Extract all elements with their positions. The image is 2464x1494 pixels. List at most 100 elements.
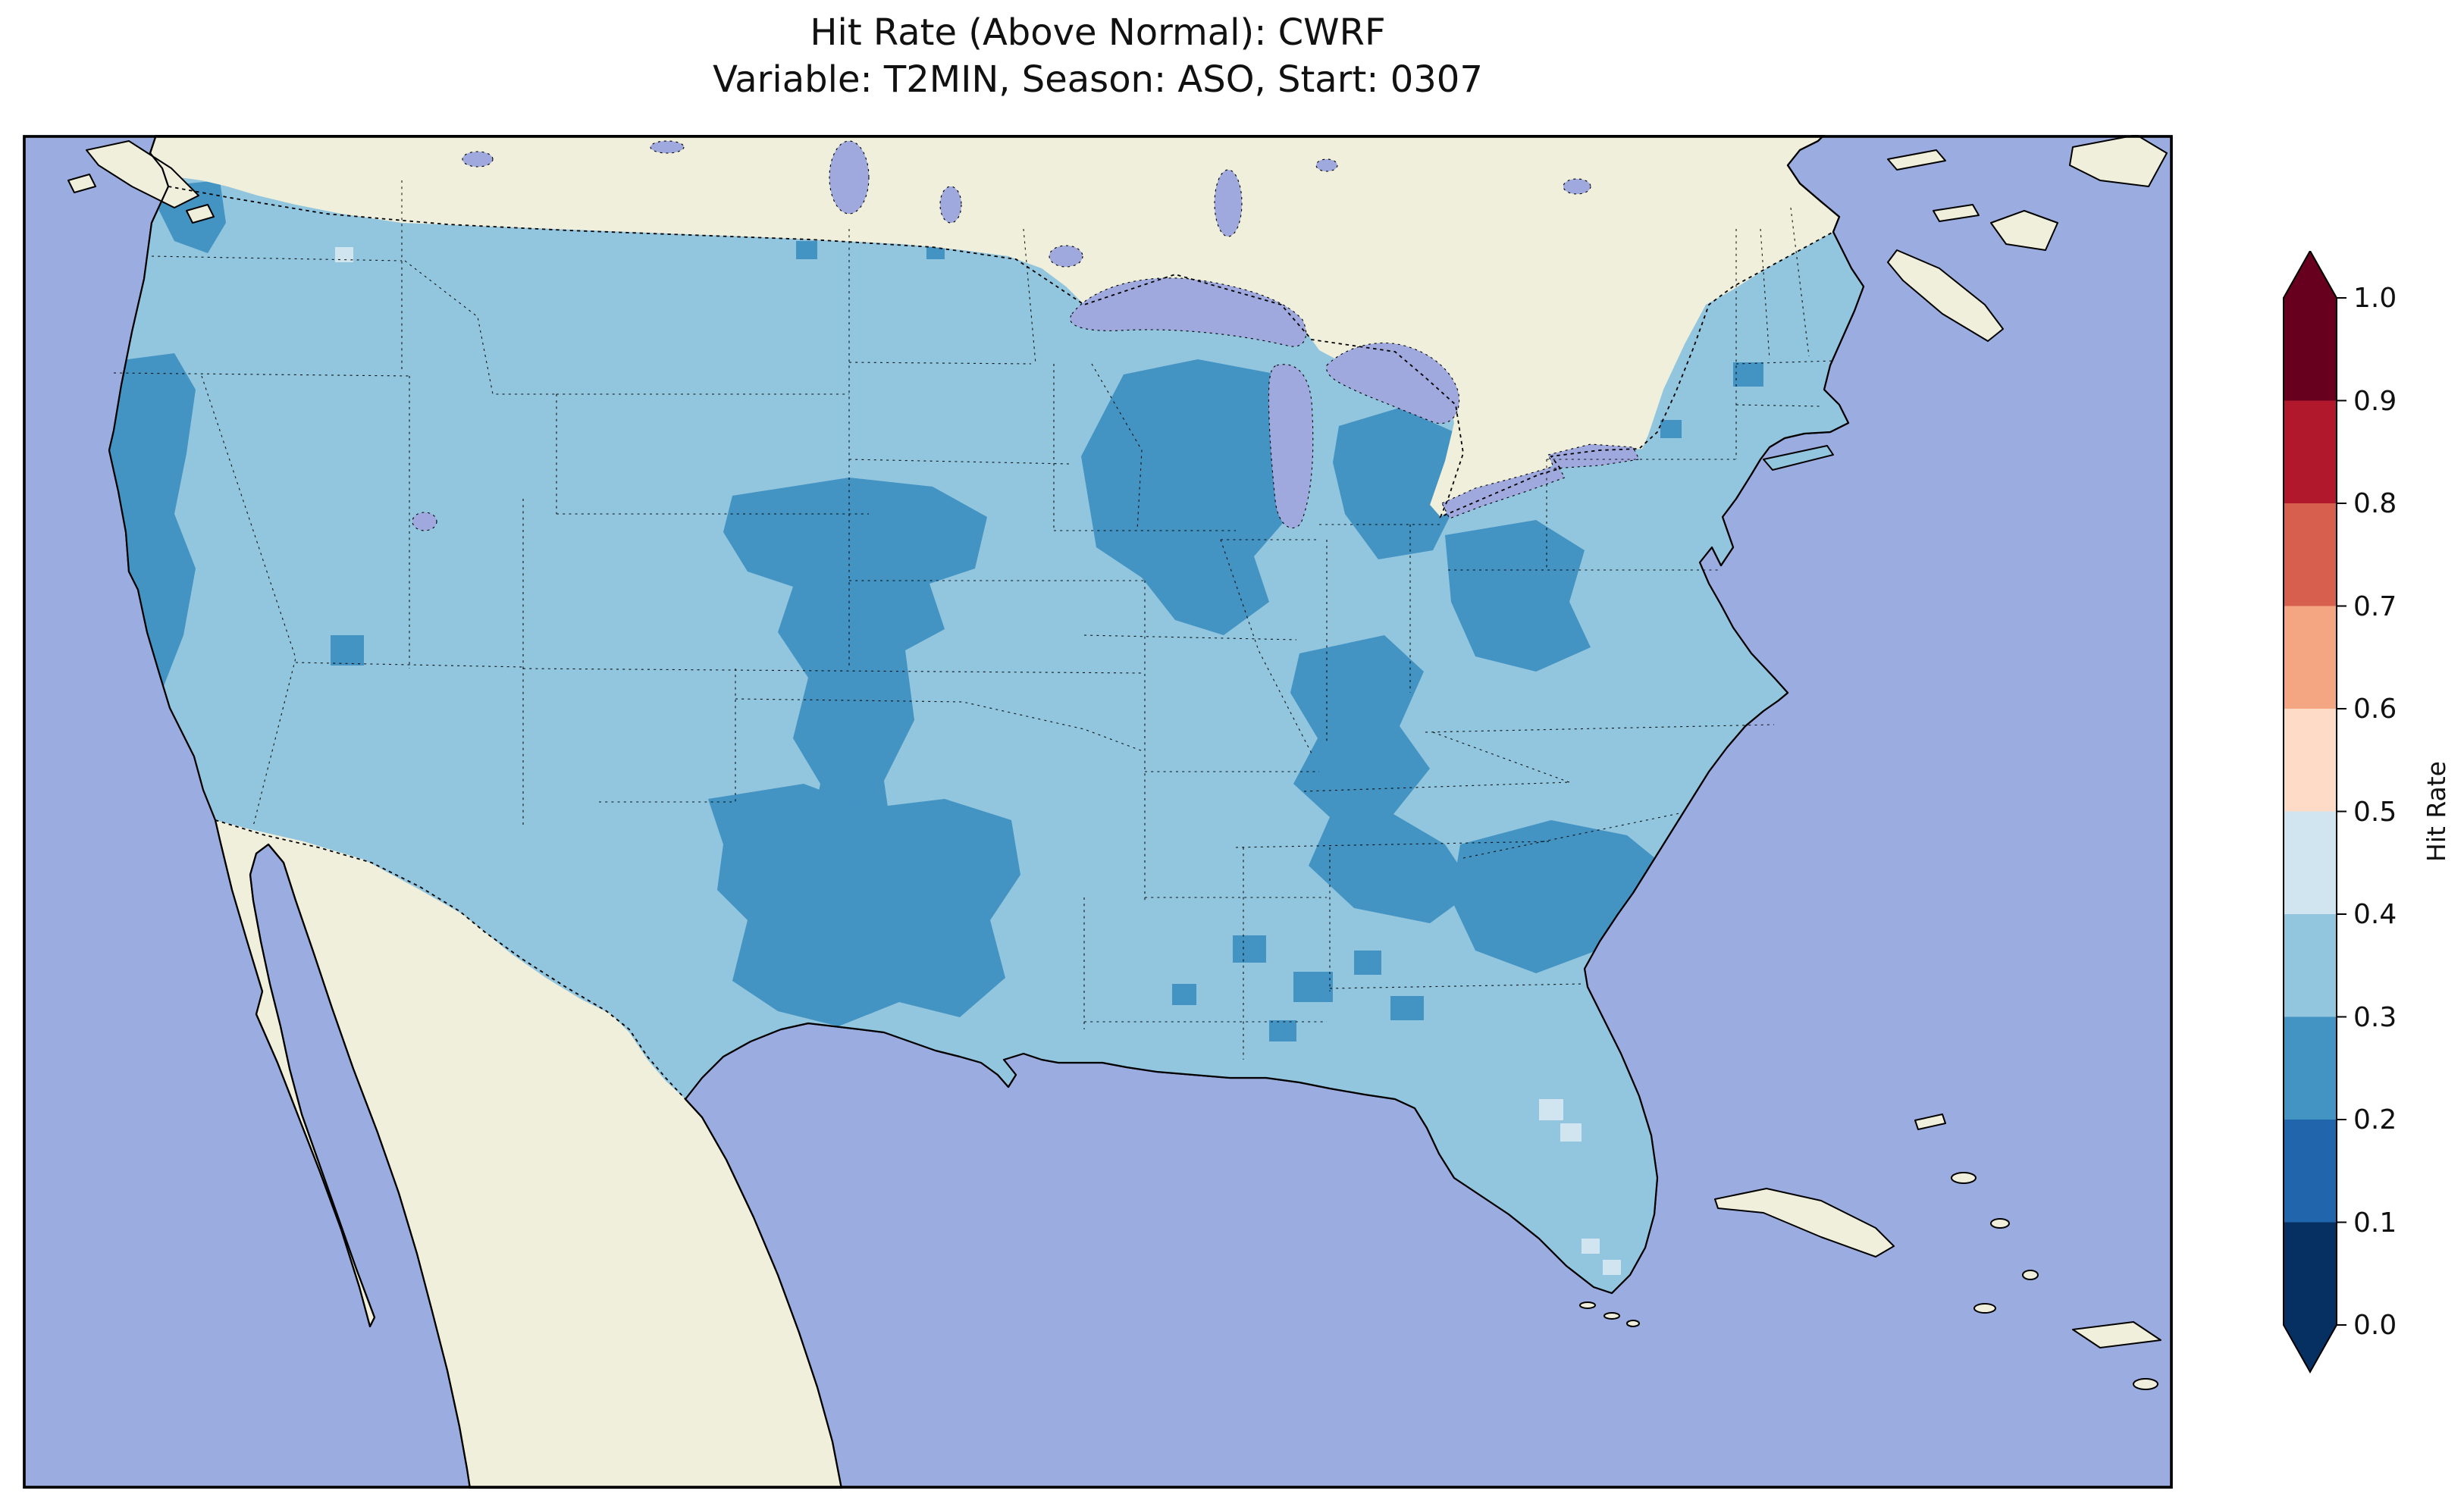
state-border-line bbox=[1220, 539, 1312, 754]
colorbar-segment bbox=[2284, 1222, 2337, 1325]
canada-lake bbox=[650, 140, 685, 154]
hit-rate-patch-georgia-cell bbox=[1390, 996, 1424, 1020]
hispaniola-island bbox=[2072, 1321, 2161, 1348]
bahamas-island bbox=[1914, 1113, 1946, 1130]
state-border-line bbox=[1790, 207, 1810, 357]
state-border-line bbox=[735, 698, 1146, 753]
canada-lake bbox=[1315, 158, 1338, 172]
colorbar-svg: 1.0 0.9 0.8 0.7 0.6 0.5 0.4 0.3 0.2 0.1 … bbox=[2283, 249, 2397, 1374]
florida-keys bbox=[1626, 1320, 1640, 1327]
long-island bbox=[1763, 445, 1834, 471]
hit-rate-patch-alabama-cell bbox=[1269, 1020, 1296, 1041]
lake-ontario bbox=[1547, 443, 1640, 469]
colorbar-segment bbox=[2284, 914, 2337, 1017]
state-border-line bbox=[522, 668, 1146, 674]
hit-rate-patch-georgia-cell bbox=[1354, 951, 1381, 975]
hit-rate-patch-wyoming-nebraska-kansas bbox=[723, 478, 987, 863]
state-border-line bbox=[1425, 724, 1775, 733]
canada-lake bbox=[462, 151, 494, 168]
lake-huron bbox=[1326, 342, 1460, 424]
colorbar-tick-label: 0.6 bbox=[2353, 694, 2397, 725]
high-hit-rate-pale-cells bbox=[335, 247, 1621, 1275]
hit-rate-patch-newyork-cell bbox=[1660, 420, 1682, 438]
colorbar-tick-label: 0.5 bbox=[2353, 797, 2397, 828]
colorbar-tick-label: 1.0 bbox=[2353, 283, 2397, 314]
hit-rate-patch-missouri-kentucky-tennessee bbox=[1290, 635, 1475, 923]
state-border-line bbox=[1329, 983, 1585, 989]
state-border-line bbox=[295, 662, 524, 668]
figure-title: Hit Rate (Above Normal): CWRF Variable: … bbox=[23, 9, 2173, 103]
colorbar-segment bbox=[2284, 503, 2337, 606]
state-border-line bbox=[1235, 841, 1552, 848]
colorbar-arrow-high bbox=[2284, 251, 2337, 298]
state-border-line bbox=[1091, 363, 1143, 531]
colorbar-tick-label: 0.8 bbox=[2353, 488, 2397, 519]
hit-rate-patch-alabama-cell bbox=[1233, 935, 1266, 963]
colorbar-tick-label: 0.4 bbox=[2353, 899, 2397, 930]
canada-lake bbox=[1214, 169, 1243, 237]
nova-scotia-island bbox=[1887, 249, 2004, 342]
hit-rate-patch-alabama-cell bbox=[1293, 972, 1333, 1002]
colorbar-segment bbox=[2284, 298, 2337, 401]
bahamas-island bbox=[2022, 1270, 2039, 1280]
colorbar-tick-label: 0.3 bbox=[2353, 1002, 2397, 1033]
lake-michigan bbox=[1268, 364, 1314, 528]
pale-cell-south-florida bbox=[1603, 1260, 1621, 1275]
colorbar-segment bbox=[2284, 811, 2337, 914]
hit-rate-patch-border-cell bbox=[796, 241, 817, 259]
us-canada-border bbox=[168, 186, 1834, 518]
canada-lake bbox=[939, 186, 962, 224]
hit-rate-patch-michigan bbox=[1333, 408, 1460, 559]
hit-rate-patch-newmexico-texas-panhandle bbox=[708, 784, 1020, 1026]
colorbar-axis-label-wrap: Hit Rate bbox=[2409, 251, 2462, 1372]
prince-edward-island bbox=[1933, 204, 1980, 222]
vancouver-small-island bbox=[67, 174, 96, 193]
caribbean-island bbox=[2133, 1378, 2158, 1390]
pale-cell-south-florida bbox=[1582, 1239, 1600, 1254]
title-line-2: Variable: T2MIN, Season: ASO, Start: 030… bbox=[713, 58, 1483, 101]
hit-rate-patch-ohio-westvirginia bbox=[1445, 520, 1591, 672]
title-line-1: Hit Rate (Above Normal): CWRF bbox=[810, 11, 1386, 54]
pale-cell-central-florida bbox=[1560, 1123, 1582, 1142]
colorbar-ticks bbox=[2337, 297, 2346, 1326]
colorbar-segment bbox=[2284, 606, 2337, 709]
colorbar-tick-label: 0.9 bbox=[2353, 386, 2397, 417]
state-border-line bbox=[1023, 228, 1036, 365]
cape-breton-island bbox=[1990, 210, 2058, 251]
hit-rate-patch-mississippi-cell bbox=[1172, 984, 1196, 1005]
anticosti-island bbox=[1887, 149, 1946, 171]
conus-map bbox=[23, 133, 2173, 1490]
map-canvas bbox=[23, 133, 2173, 1490]
vancouver-island bbox=[86, 140, 199, 208]
lake-of-the-woods bbox=[1049, 245, 1083, 268]
colorbar: 1.0 0.9 0.8 0.7 0.6 0.5 0.4 0.3 0.2 0.1 … bbox=[2276, 249, 2428, 1388]
colorbar-segment bbox=[2284, 1016, 2337, 1120]
bahamas-island bbox=[1990, 1218, 2010, 1229]
colorbar-segment bbox=[2284, 1120, 2337, 1223]
newfoundland-island bbox=[2069, 134, 2168, 187]
islands bbox=[67, 134, 2168, 1390]
pale-cell-montana bbox=[335, 247, 353, 262]
bahamas-island bbox=[1973, 1303, 1996, 1314]
state-border-line bbox=[404, 260, 556, 395]
state-border-line bbox=[1735, 404, 1820, 407]
low-hit-rate-patches bbox=[109, 180, 1763, 1275]
state-border-line bbox=[1462, 812, 1684, 859]
colorbar-tick-label: 0.7 bbox=[2353, 591, 2397, 622]
great-salt-lake bbox=[412, 512, 437, 531]
state-borders bbox=[113, 180, 1835, 1060]
colorbar-axis-label: Hit Rate bbox=[2421, 760, 2451, 863]
hit-rate-patch-minnesota-wisconsin bbox=[1081, 359, 1306, 635]
us-mexico-border bbox=[215, 819, 686, 1100]
state-border-line bbox=[1083, 634, 1297, 641]
vancouver-small-island bbox=[186, 204, 215, 224]
state-border-line bbox=[1303, 781, 1570, 792]
state-border-line bbox=[599, 669, 736, 803]
lake-erie bbox=[1441, 465, 1566, 519]
colorbar-tick-label: 0.2 bbox=[2353, 1104, 2397, 1135]
state-border-line bbox=[1735, 360, 1835, 365]
colorbar-segment bbox=[2284, 709, 2337, 812]
lake-winnipeg bbox=[829, 140, 870, 215]
florida-keys bbox=[1579, 1301, 1596, 1309]
canada-lake bbox=[1563, 178, 1591, 195]
